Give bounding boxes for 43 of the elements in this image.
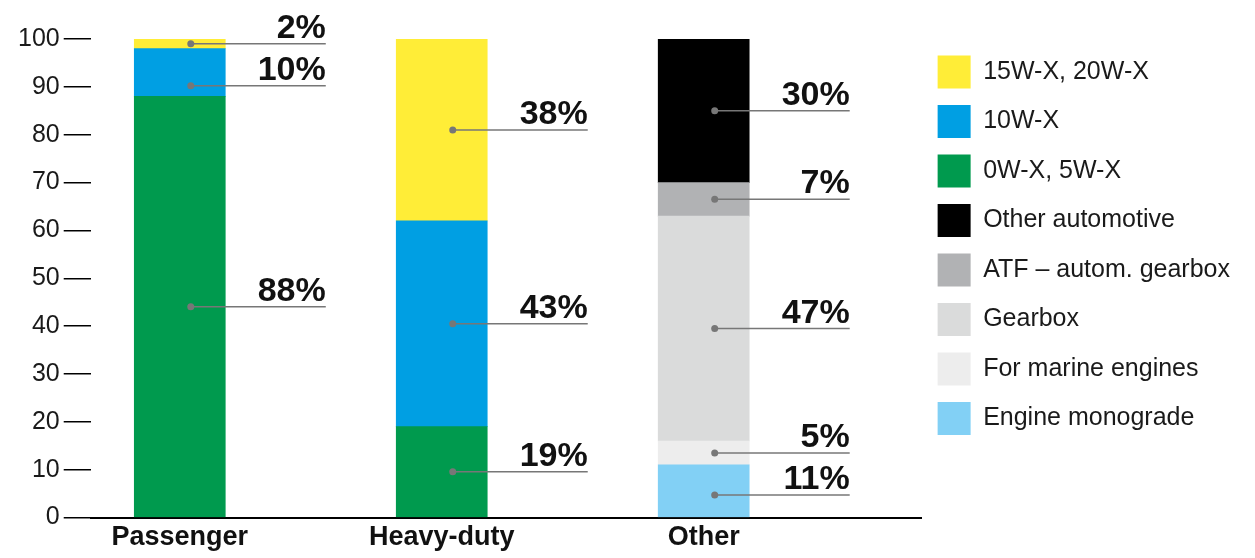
y-tick-label: 30 [31,357,60,386]
data-label: 88% [257,269,326,308]
legend-label: Engine monograde [983,402,1195,431]
bar [395,220,488,427]
x-tick-label: Other [667,521,741,552]
y-tick-label: 50 [31,262,60,291]
data-label: 2% [276,6,326,45]
y-tick-label: 10 [31,453,60,482]
bar [657,440,750,466]
x-tick-label: Passenger [111,521,249,552]
data-label: 5% [800,415,850,454]
legend-label: 0W-X, 5W-X [983,154,1122,183]
bar [133,96,226,518]
data-label: 30% [781,73,850,112]
y-tick-label: 0 [45,501,60,530]
bar [395,426,488,518]
data-label: 7% [800,162,850,201]
legend-label: Other automotive [983,204,1175,233]
bar [657,182,750,217]
data-label: 38% [519,92,588,131]
legend-label: 10W-X [983,105,1060,134]
bar [657,39,750,183]
bar [395,39,488,222]
data-label: 10% [257,48,326,87]
y-tick-label: 70 [31,166,60,195]
data-label: 19% [519,434,588,473]
y-tick-label: 90 [31,70,60,99]
legend-label: 15W-X, 20W-X [983,55,1150,84]
data-label: 11% [783,457,850,496]
y-tick-label: 80 [31,118,60,147]
y-tick-label: 40 [31,310,60,339]
bar [133,48,226,97]
legend-label: ATF – autom. gearbox [983,253,1231,282]
legend-label: Gearbox [983,303,1080,332]
bar [657,464,750,518]
y-tick-label: 60 [31,214,60,243]
y-tick-label: 20 [31,405,60,434]
data-label: 47% [781,291,850,330]
x-tick-label: Heavy-duty [368,521,515,552]
data-label: 43% [519,286,588,325]
legend-label: For marine engines [983,352,1199,381]
y-tick-label: 100 [17,22,60,51]
bar [657,215,750,442]
